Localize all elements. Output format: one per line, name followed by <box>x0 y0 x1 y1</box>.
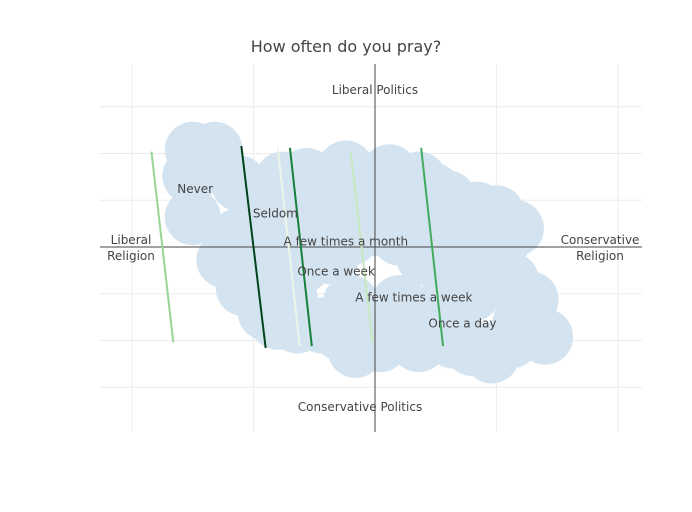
series-line-once-a-week <box>288 147 313 347</box>
series-label-a-few-times-a-week: A few times a week <box>355 290 472 304</box>
axes <box>100 64 642 432</box>
series-label-once-a-day: Once a day <box>428 317 496 331</box>
cloud-point <box>164 189 221 246</box>
series-line-seldom <box>240 145 267 349</box>
series-line-a-few-times-a-week <box>349 151 374 343</box>
cloud-point <box>162 147 219 204</box>
series-label-a-few-times-a-month: A few times a month <box>284 234 409 248</box>
series-lines <box>150 145 445 349</box>
series-line-a-few-times-a-month <box>276 147 301 347</box>
series-line-never <box>150 151 175 343</box>
cloud-point <box>407 284 464 341</box>
cloud-point <box>298 177 355 234</box>
axis-label-right-line2: Religion <box>576 249 624 263</box>
series-label-never: Never <box>177 182 213 196</box>
chart-title: How often do you pray? <box>251 37 442 56</box>
series-line-once-a-day <box>420 147 445 347</box>
axis-label-left-line2: Religion <box>107 249 155 263</box>
cloud-point <box>322 275 379 332</box>
axis-label-right-line1: Conservative <box>561 233 640 247</box>
series-labels: Never Seldom A few times a month Once a wee… <box>177 182 496 331</box>
axis-label-top: Liberal Politics <box>332 83 418 97</box>
series-label-once-a-week: Once a week <box>297 264 375 278</box>
axis-label-left-line1: Liberal <box>111 233 152 247</box>
cloud-point <box>395 181 452 238</box>
axis-label-bottom: Conservative Politics <box>298 400 422 414</box>
cloud-point <box>261 271 318 328</box>
series-label-seldom: Seldom <box>253 206 298 220</box>
data-cloud <box>162 121 574 384</box>
